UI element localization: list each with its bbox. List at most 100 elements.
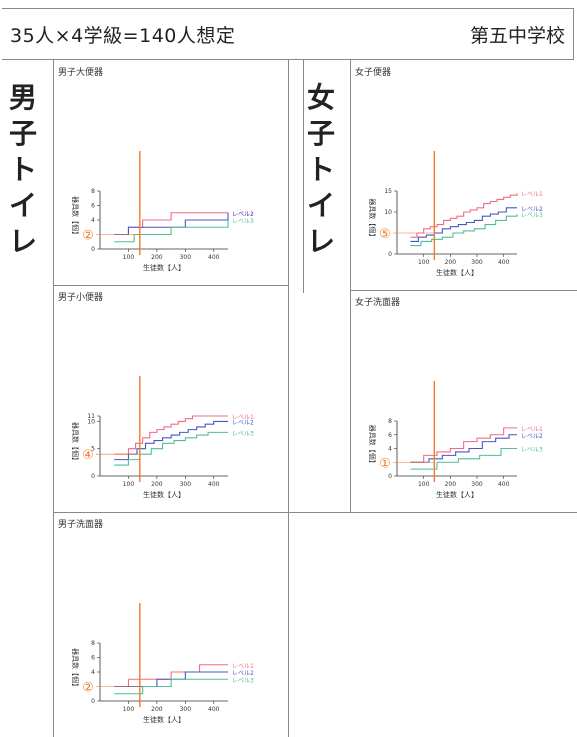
- grid-line: [288, 60, 289, 737]
- series-line: [410, 427, 517, 463]
- series-label: レベル1: [521, 191, 543, 198]
- y-tick-label: 0: [91, 698, 95, 705]
- chart-girls-wc: 100 200 300 400 0 10 15 生徒数【人】 器具数【個】 レベル1 レベル2レベル…: [368, 151, 543, 277]
- circled-value-label: ⑤: [379, 227, 391, 242]
- series-label: レベル1: [232, 211, 254, 218]
- y-tick-label: 6: [91, 203, 95, 210]
- circled-value-label: ②: [82, 229, 94, 244]
- x-tick-label: 100: [123, 481, 135, 488]
- chart-boys-wc: 100 200 300 400 0 4 6 8 生徒数【人】 器具数【個】 レベル1レベル2レベル3…: [71, 151, 254, 272]
- y-axis-label: 器具数【個】: [368, 198, 377, 240]
- series-label: レベル3: [232, 430, 254, 437]
- y-tick-label: 0: [91, 246, 95, 253]
- chart-panel-girls-wc: 女子便器 100 200 300 400 0 10 15 生徒数【人】 器具数【個】 レベル1 レベ…: [351, 61, 577, 290]
- x-tick-label: 400: [208, 481, 220, 488]
- header-bar: 35人×4学級=140人想定 第五中学校: [2, 8, 574, 60]
- x-tick-label: 300: [180, 254, 192, 261]
- x-tick-label: 200: [445, 259, 457, 266]
- girls-toilet-label: 女 子 ト イ レ: [306, 81, 335, 258]
- y-axis-label: 器具数【個】: [368, 425, 377, 467]
- series-label: レベル3: [232, 677, 254, 684]
- y-tick-label: 10: [384, 209, 392, 216]
- y-tick-label: 0: [91, 473, 95, 480]
- y-tick-label: 4: [388, 446, 392, 453]
- series-label: レベル1: [232, 414, 254, 421]
- grid-line: [53, 512, 577, 513]
- series-line: [114, 212, 229, 236]
- x-tick-label: 200: [151, 481, 163, 488]
- series-label: レベル3: [232, 218, 254, 225]
- series-line: [114, 678, 228, 695]
- enrollment-assumption: 35人×4学級=140人想定: [10, 25, 236, 47]
- series-line: [114, 431, 228, 466]
- x-axis-label: 生徒数【人】: [436, 490, 478, 499]
- x-tick-label: 100: [123, 706, 135, 713]
- grid-line: [350, 290, 577, 291]
- series-label: レベル1: [521, 426, 543, 433]
- x-tick-label: 200: [151, 254, 163, 261]
- x-axis-label: 生徒数【人】: [143, 490, 185, 499]
- grid-line: [53, 60, 54, 737]
- y-tick-label: 15: [384, 188, 392, 195]
- chart-title: 男子洗面器: [58, 520, 104, 530]
- x-tick-label: 300: [180, 706, 192, 713]
- series-label: レベル1: [232, 663, 254, 670]
- series-line: [114, 420, 228, 461]
- x-tick-label: 200: [445, 481, 457, 488]
- x-tick-label: 100: [418, 259, 430, 266]
- y-tick-label: 5: [91, 446, 95, 453]
- x-tick-label: 400: [498, 481, 510, 488]
- chart-panel-boys-sink: 男子洗面器 100 200 300 400 0 4 6 8 生徒数【人】 器具数【個】 レベル1 レベ…: [54, 513, 288, 737]
- y-tick-label: 0: [388, 251, 392, 258]
- y-axis-label: 器具数【個】: [71, 648, 80, 690]
- series-label: レベル2: [232, 211, 254, 218]
- series-label: レベル2: [232, 419, 254, 426]
- x-tick-label: 400: [498, 259, 510, 266]
- circled-value-label: ④: [82, 448, 94, 463]
- y-tick-label: 11: [87, 413, 95, 420]
- chart-boys-sink: 100 200 300 400 0 4 6 8 生徒数【人】 器具数【個】 レベル1レベル2レベル3…: [71, 603, 254, 724]
- series-line: [410, 434, 517, 463]
- boys-toilet-label: 男 子 ト イ レ: [8, 81, 37, 258]
- series-line: [410, 193, 518, 238]
- series-label: レベル2: [521, 206, 543, 213]
- series-label: レベル3: [521, 447, 543, 454]
- series-line: [410, 447, 517, 470]
- y-tick-label: 6: [91, 655, 95, 662]
- y-axis-label: 器具数【個】: [71, 422, 80, 464]
- x-axis-label: 生徒数【人】: [143, 263, 185, 272]
- circled-value-label: ①: [379, 456, 391, 471]
- chart-title: 男子小便器: [58, 293, 104, 303]
- y-tick-label: 8: [388, 418, 392, 425]
- chart-title: 女子便器: [355, 68, 392, 78]
- grid-line: [303, 60, 304, 293]
- x-tick-label: 300: [180, 481, 192, 488]
- y-tick-label: 6: [388, 432, 392, 439]
- x-tick-label: 200: [151, 706, 163, 713]
- y-tick-label: 0: [388, 473, 392, 480]
- x-tick-label: 400: [208, 254, 220, 261]
- circled-value-label: ②: [82, 681, 94, 696]
- x-tick-label: 400: [208, 706, 220, 713]
- chart-panel-girls-sink: 女子洗面器 100 200 300 400 0 4 6 8 生徒数【人】 器具数【個】 レベル1 レベ…: [351, 291, 577, 512]
- chart-title: 女子洗面器: [355, 298, 401, 308]
- series-line: [410, 214, 518, 247]
- x-axis-label: 生徒数【人】: [143, 715, 185, 724]
- school-name: 第五中学校: [469, 25, 565, 47]
- y-tick-label: 8: [91, 640, 95, 647]
- y-tick-label: 4: [91, 669, 95, 676]
- series-line: [114, 220, 229, 243]
- grid-line: [53, 285, 288, 286]
- x-tick-label: 300: [471, 259, 483, 266]
- chart-title: 男子大便器: [58, 68, 104, 78]
- x-tick-label: 100: [418, 481, 430, 488]
- series-label: レベル2: [521, 433, 543, 440]
- grid-line: [350, 60, 351, 512]
- y-axis-label: 器具数【個】: [71, 196, 80, 238]
- y-tick-label: 10: [87, 418, 95, 425]
- y-tick-label: 4: [91, 217, 95, 224]
- series-line: [114, 415, 228, 455]
- x-tick-label: 300: [471, 481, 483, 488]
